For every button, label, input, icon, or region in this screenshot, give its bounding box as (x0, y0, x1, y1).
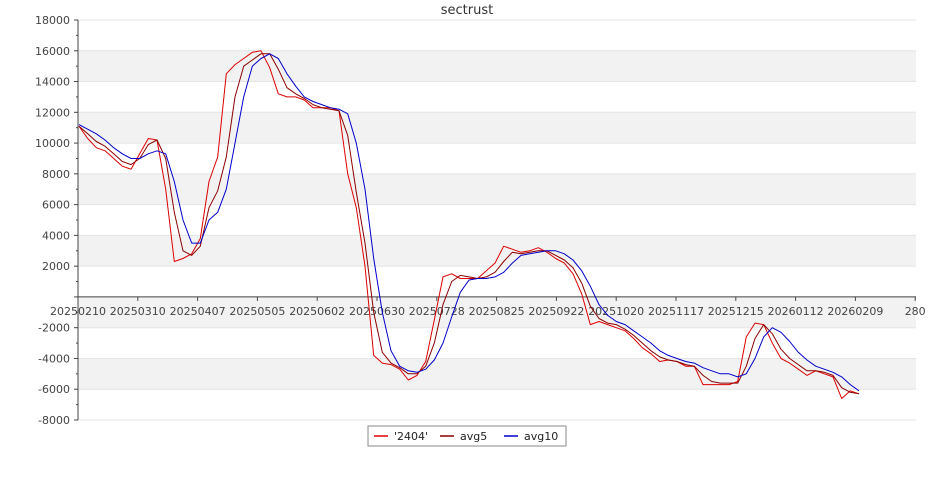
x-tick-label: 20250310 (110, 305, 166, 318)
y-tick-label: 10000 (35, 137, 70, 150)
plot-band (78, 112, 916, 144)
y-axis: 18000 16000 14000 12000 10000 8000 6000 4000 200… (35, 14, 79, 427)
legend-label: avg5 (460, 430, 487, 443)
x-tick-label: 20250602 (289, 305, 345, 318)
y-tick-label: 12000 (35, 106, 70, 119)
x-tick-label: 20251215 (708, 305, 764, 318)
x-tick-label: 20250630 (349, 305, 405, 318)
y-tick-label: -6000 (38, 383, 70, 396)
series-line-2404 (78, 50, 860, 399)
legend-label: '2404' (394, 430, 428, 443)
chart-title: sectrust (441, 3, 493, 18)
x-tick-label: 20250922 (528, 305, 584, 318)
plot-background-bands (78, 50, 916, 390)
series-line-avg5 (78, 53, 860, 395)
x-tick-label: 20251020 (588, 305, 644, 318)
plot-band (78, 358, 916, 390)
x-tick-label: 280 (905, 305, 926, 318)
y-tick-label: 6000 (42, 199, 70, 212)
series-lines (78, 50, 860, 399)
y-tick-label: 16000 (35, 45, 70, 58)
legend-box (367, 425, 567, 447)
x-tick-label: 20250210 (50, 305, 106, 318)
legend: '2404' avg5 avg10 (367, 425, 567, 447)
y-tick-label: 18000 (35, 14, 70, 27)
y-tick-label: 8000 (42, 168, 70, 181)
series-line-avg10 (78, 53, 860, 392)
legend-label: avg10 (524, 430, 558, 443)
x-tick-label: 20251117 (648, 305, 704, 318)
y-tick-label: -8000 (38, 414, 70, 427)
x-tick-label: 20250728 (409, 305, 465, 318)
x-tick-label: 20250825 (469, 305, 525, 318)
y-tick-label: 4000 (42, 229, 70, 242)
plot-band (78, 173, 916, 205)
x-tick-label: 20250505 (229, 305, 285, 318)
plot-band (78, 50, 916, 82)
x-tick-label: 20260209 (827, 305, 883, 318)
plot-band (78, 235, 916, 267)
x-tick-label: 20260112 (768, 305, 824, 318)
y-tick-label: 2000 (42, 260, 70, 273)
x-tick-label: 20250407 (170, 305, 226, 318)
y-tick-label: 14000 (35, 76, 70, 89)
y-tick-label: -2000 (38, 322, 70, 335)
y-tick-label: -4000 (38, 352, 70, 365)
plot-band (78, 296, 916, 328)
